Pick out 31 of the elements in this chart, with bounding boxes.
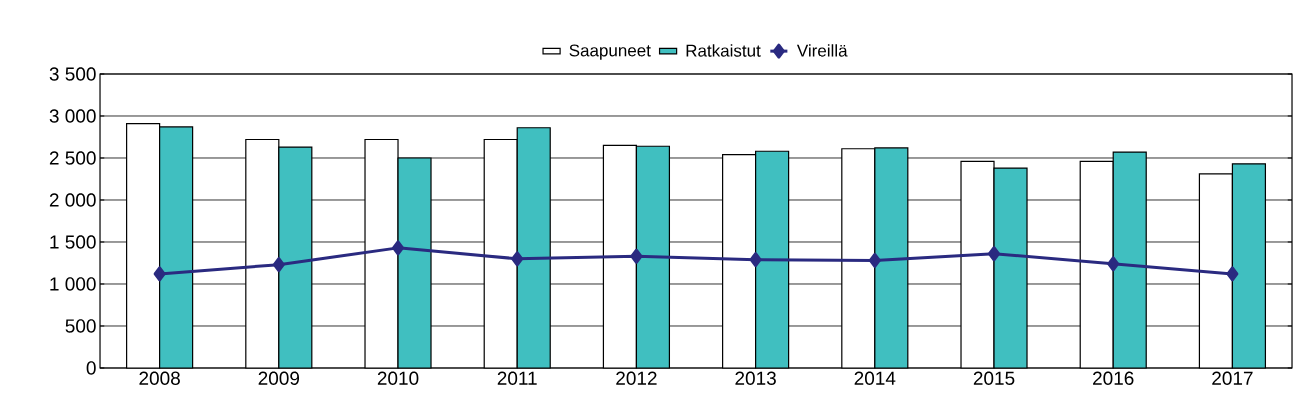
legend-label: Vireillä — [796, 44, 848, 57]
point — [153, 266, 166, 282]
point — [988, 246, 1001, 262]
point — [1107, 256, 1120, 272]
x-tick-label: 2017 — [1212, 371, 1253, 385]
y-tick-label: 0 — [86, 361, 96, 375]
x-tick-label: 2015 — [973, 371, 1015, 385]
x-tick-label: 2008 — [139, 371, 180, 385]
x-tick-label: 2013 — [735, 371, 776, 385]
point — [868, 252, 881, 268]
legend-label: Ratkaistut — [686, 44, 761, 57]
point — [1226, 266, 1239, 282]
x-tick-label: 2010 — [377, 371, 419, 385]
x-tick-label: 2009 — [258, 371, 300, 385]
x-tick-label: 2016 — [1093, 371, 1134, 385]
y-tick-label: 2 000 — [49, 193, 96, 207]
point — [392, 240, 405, 256]
legend-label: Saapuneet — [569, 44, 651, 60]
point — [749, 252, 762, 268]
point — [511, 251, 524, 267]
x-tick-label: 2011 — [497, 371, 537, 385]
y-tick-label: 3 000 — [49, 109, 96, 123]
y-tick-label: 3 500 — [49, 67, 96, 81]
y-tick-label: 500 — [65, 319, 96, 333]
y-tick-label: 2 500 — [49, 151, 96, 165]
y-tick-label: 1 500 — [50, 235, 96, 249]
x-tick-label: 2014 — [854, 371, 896, 385]
point — [630, 248, 643, 264]
x-tick-label: 2012 — [616, 371, 657, 385]
y-tick-label: 1 000 — [50, 277, 96, 291]
point — [272, 257, 285, 273]
